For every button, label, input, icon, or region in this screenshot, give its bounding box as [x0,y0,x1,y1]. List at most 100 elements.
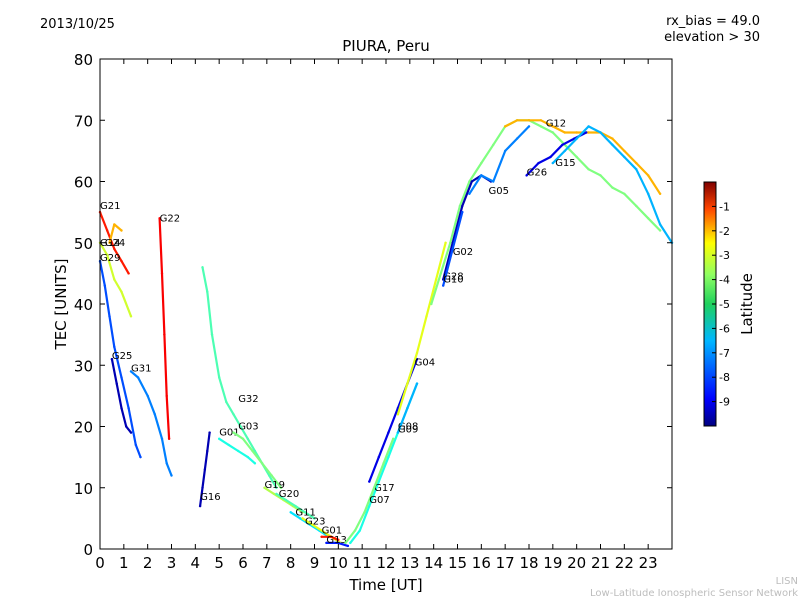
point-g14-3 [120,290,123,293]
point-g01-3 [246,455,249,459]
point-g12-11 [635,161,638,165]
point-g32-2 [210,333,214,336]
prn-label-g10: G10 [443,275,463,286]
prn-label-g11: G11 [295,507,315,518]
x-tick-label-1: 1 [119,554,129,572]
prn-label-g15: G15 [555,158,575,169]
point-g05-5 [527,125,531,128]
point-g29-4 [120,376,123,379]
y-axis-label: TEC [UNITS] [52,259,70,351]
plot-area: G21G14G24G29G25G31G22G16G32G01G03G19G20G… [98,118,674,548]
point-g31-5 [165,462,168,465]
point-g01-2 [237,449,240,453]
point-g12-4 [551,125,554,128]
point-g32-0 [201,266,204,269]
point-g05-0 [468,192,471,195]
y-tick-label-8: 80 [74,51,93,69]
point-g09-2 [415,382,419,385]
point-g25-2 [120,406,123,410]
point-g12-3 [539,119,543,122]
point-g02-16 [611,186,614,189]
point-g28-2 [461,204,464,208]
point-g14-4 [129,315,133,318]
point-g16-2 [203,468,207,471]
point-g12-13 [658,192,662,195]
point-g12-7 [587,131,590,134]
point-g08-2 [387,431,390,434]
point-g05-1 [480,174,483,177]
point-g02-20 [658,229,662,232]
prn-label-g24: G24 [105,238,125,249]
point-g31-2 [146,394,149,398]
prn-label-g19: G19 [265,480,285,491]
prn-label-g20: G20 [279,489,299,500]
point-g02-19 [647,217,650,220]
point-g15-1 [563,149,566,153]
point-g01-1 [227,443,230,447]
point-g02-10 [539,125,543,128]
series-g28 [442,174,492,281]
point-g15-6 [623,155,626,159]
prn-label-g31: G31 [131,363,151,374]
y-tick-label-6: 60 [74,174,93,192]
point-g26-5 [585,131,588,134]
point-g24-0 [108,241,111,244]
series-g04 [396,241,447,416]
series-g29 [98,260,142,459]
point-g26-3 [561,143,564,146]
colorbar-tick-label-3: -4 [719,274,730,287]
receiver-info: rx_bias = 49.0 elevation > 30 [664,14,760,46]
x-tick-label-2: 2 [143,554,153,572]
point-g01b-2 [337,538,340,541]
x-tick-label-14: 14 [424,554,443,572]
x-tick-label-7: 7 [262,554,272,572]
point-g26-0 [525,174,528,177]
point-g10-0 [442,284,445,287]
point-g12-0 [504,125,507,128]
point-g17-3 [377,480,380,483]
point-g12-12 [647,174,650,177]
point-g22-3 [165,394,168,398]
point-g13-2 [346,544,350,548]
point-g32-11 [275,486,278,489]
series-g07 [344,437,395,544]
point-g02-6 [492,143,495,146]
point-g16-3 [206,449,209,453]
colorbar-tick-label-7: -8 [719,371,730,384]
point-g04-0 [396,413,400,416]
prn-label-g25: G25 [112,351,132,362]
point-g29-1 [103,284,107,287]
point-g29-6 [134,443,137,447]
point-g25-4 [129,431,133,434]
point-g17-1 [358,529,361,532]
point-g14-1 [106,253,109,257]
x-tick-label-21: 21 [591,554,610,572]
point-g04-3 [425,315,428,318]
point-g29-2 [108,315,111,318]
series-g03 [232,431,283,489]
point-g13-1 [337,541,340,545]
point-g22-0 [158,217,161,220]
point-g20-2 [294,504,297,508]
point-g03-2 [251,449,254,453]
point-g07-4 [382,462,385,465]
x-tick-label-20: 20 [567,554,586,572]
x-tick-label-11: 11 [353,554,372,572]
point-g21-3 [120,259,123,263]
x-tick-label-10: 10 [329,554,348,572]
series-g02 [430,119,662,306]
series-g25 [110,358,133,434]
point-g07-0 [344,541,347,545]
point-g21-4 [127,272,130,275]
x-tick-label-22: 22 [615,554,634,572]
point-g20-1 [284,498,288,502]
x-tick-label-18: 18 [519,554,538,572]
point-g11-1 [299,517,302,520]
point-g02-11 [551,131,554,134]
colorbar-tick-label-5: -6 [719,322,730,335]
series-g22 [158,217,171,440]
point-g23-1 [310,523,314,526]
point-g02-2 [449,241,452,244]
x-tick-label-17: 17 [496,554,515,572]
point-g04-1 [406,382,409,385]
